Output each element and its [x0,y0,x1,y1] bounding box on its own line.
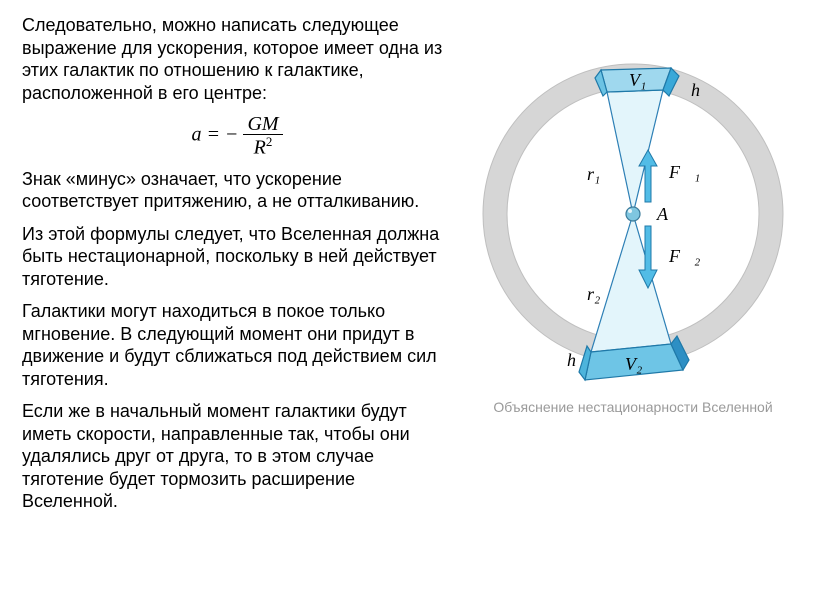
formula-fraction: GMR2 [243,114,282,158]
paragraph-2: Знак «минус» означает, что ускорение соо… [22,168,452,213]
label-v2: V₂ [625,354,642,374]
formula-eq: = − [201,123,243,145]
paragraph-4: Галактики могут находиться в покое тольк… [22,300,452,390]
label-f1: F⃗₁ [668,162,700,182]
diagram-nonstationarity: V₁ V₂ h h r₁ r₂ F⃗₁ F⃗₂ A [473,24,793,384]
diagram-caption: Объяснение нестационарности Вселенной [493,398,772,416]
paragraph-5: Если же в начальный момент галактики буд… [22,400,452,513]
label-r2: r₂ [587,284,600,304]
formula-acceleration: a = − GMR2 [22,114,452,158]
label-f2: F⃗₂ [668,246,700,266]
paragraph-1: Следовательно, можно написать следующее … [22,14,452,104]
label-h-top: h [691,80,700,100]
label-a: A [656,204,669,224]
label-h-bottom: h [567,350,576,370]
paragraph-3: Из этой формулы следует, что Вселенная д… [22,223,452,291]
label-v1: V₁ [629,70,646,90]
formula-numerator: GM [243,114,282,135]
point-a-icon [626,207,640,221]
formula-lhs: a [191,123,201,145]
label-r1: r₁ [587,164,600,184]
formula-denominator: R2 [243,135,282,158]
